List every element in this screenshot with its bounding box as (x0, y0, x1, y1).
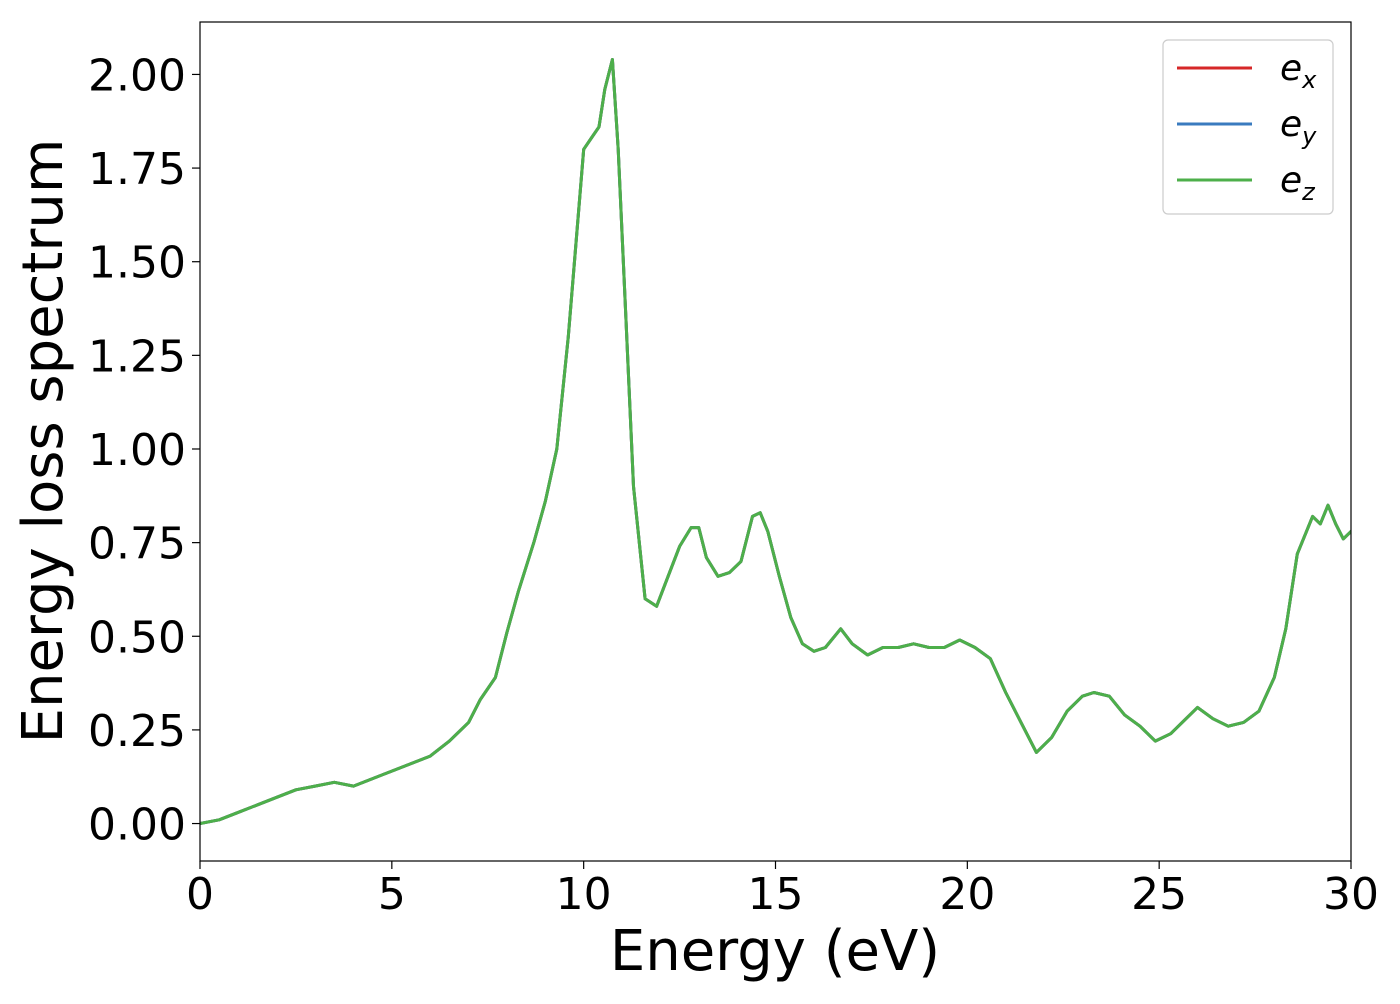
legend-label-e_z: ez (1280, 160, 1316, 206)
legend-label-base: e (1280, 104, 1302, 145)
x-tick-label: 30 (1323, 869, 1379, 920)
legend-label-base: e (1280, 160, 1302, 201)
series-line-e_z (200, 58, 1351, 825)
legend-label-e_y: ey (1280, 104, 1317, 150)
y-tick-label: 1.25 (88, 331, 186, 382)
plot-frame (199, 21, 1352, 862)
y-tick-label: 2.00 (88, 50, 186, 101)
legend-label-e_x: ex (1280, 48, 1317, 94)
y-tick-label: 0.00 (88, 800, 186, 851)
x-axis-ticks: 0 5 10 15 20 25 30 (186, 861, 1379, 920)
x-tick-label: 5 (378, 869, 406, 920)
y-tick-label: 0.50 (88, 612, 186, 663)
y-tick-label: 0.25 (88, 706, 186, 757)
legend-label-base: e (1280, 48, 1302, 89)
x-tick-label: 0 (186, 869, 214, 920)
y-tick-label: 1.75 (88, 144, 186, 195)
plot-background (200, 22, 1351, 861)
legend-label-subscript: y (1301, 122, 1317, 150)
y-tick-label: 0.75 (88, 519, 186, 570)
x-tick-label: 10 (556, 869, 612, 920)
x-tick-label: 15 (748, 869, 804, 920)
y-axis-ticks: 0.00 0.25 0.50 0.75 1.00 1.25 1.50 1.75 2.00 (88, 50, 200, 851)
y-tick-label: 1.00 (88, 425, 186, 476)
x-tick-label: 20 (939, 869, 995, 920)
x-axis-label: Energy (eV) (610, 919, 940, 984)
y-axis-label: Energy loss spectrum (11, 139, 76, 744)
legend-label-subscript: z (1301, 178, 1316, 206)
x-tick-label: 25 (1131, 869, 1187, 920)
y-tick-label: 1.50 (88, 238, 186, 289)
legend-label-subscript: x (1301, 66, 1317, 94)
legend-box (1162, 39, 1334, 215)
series-layer (200, 58, 1351, 825)
